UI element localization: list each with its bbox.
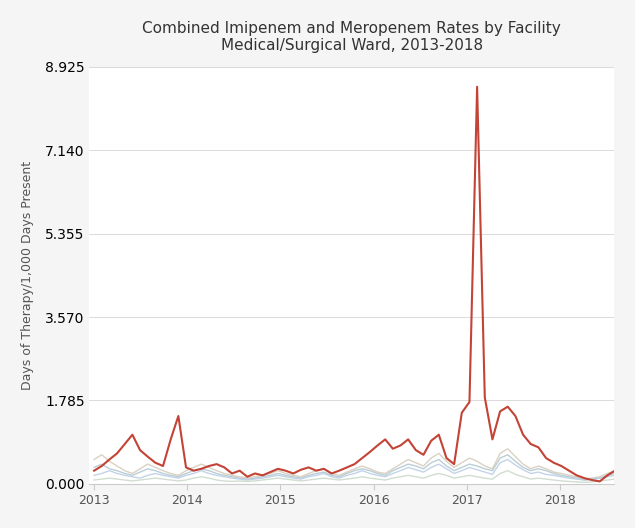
Title: Combined Imipenem and Meropenem Rates by Facility
Medical/Surgical Ward, 2013-20: Combined Imipenem and Meropenem Rates by…: [142, 21, 561, 53]
Y-axis label: Days of Therapy/1,000 Days Present: Days of Therapy/1,000 Days Present: [21, 161, 34, 390]
